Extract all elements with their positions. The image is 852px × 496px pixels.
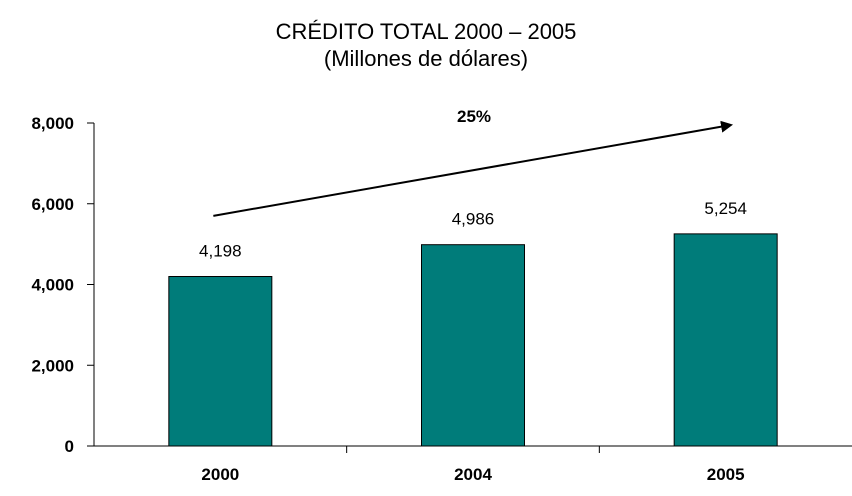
y-tick-label: 0: [65, 437, 74, 456]
bar-value-label: 5,254: [704, 199, 747, 218]
x-tick-label: 2005: [707, 465, 745, 484]
bar: [673, 233, 778, 447]
y-tick-label: 2,000: [31, 356, 74, 375]
bars: [168, 233, 778, 447]
y-tick-label: 6,000: [31, 195, 74, 214]
chart-title: CRÉDITO TOTAL 2000 – 2005: [275, 19, 577, 44]
chart-title-block: CRÉDITO TOTAL 2000 – 2005 (Millones de d…: [0, 18, 852, 72]
growth-annotation: 25%: [213, 107, 734, 217]
chart-subtitle: (Millones de dólares): [323, 46, 529, 71]
x-tick-label: 2000: [201, 465, 239, 484]
bar: [421, 244, 525, 447]
x-axis: 2000 2004 2005: [94, 445, 852, 484]
y-tick-label: 4,000: [31, 276, 74, 295]
bar: [168, 276, 273, 447]
bar-value-label: 4,986: [452, 210, 495, 229]
x-tick-label: 2004: [454, 465, 492, 484]
bar-value-label: 4,198: [199, 242, 242, 261]
growth-arrow: [213, 120, 734, 217]
y-tick-label: 8,000: [31, 114, 74, 133]
growth-percent-label: 25%: [457, 107, 491, 126]
data-labels: 4,198 4,986 5,254: [199, 199, 747, 261]
y-axis: 0 2,000 4,000 6,000 8,000: [31, 114, 95, 456]
